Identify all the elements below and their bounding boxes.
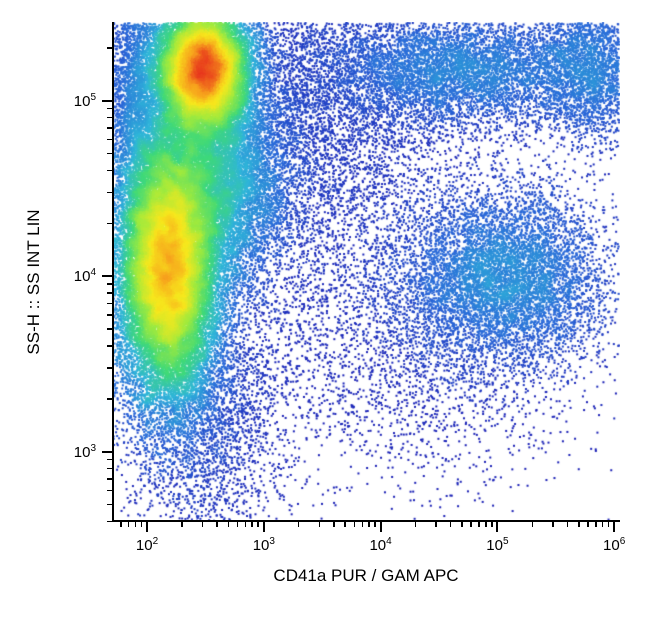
y-tick-minor: [107, 367, 112, 369]
x-tick-minor: [128, 522, 130, 527]
x-tick-minor: [181, 522, 183, 527]
x-tick-minor: [491, 522, 493, 527]
y-tick-minor: [107, 153, 112, 155]
x-tick-minor: [608, 522, 610, 527]
y-tick-minor: [107, 170, 112, 172]
flow-cytometry-figure: 102 103 104 105 106 103 104 105 CD41a PUR / GAM…: [0, 0, 650, 627]
y-tick-major: [102, 275, 112, 277]
y-axis-title: SS-H :: SS INT LIN: [24, 209, 44, 354]
x-tick-minor: [435, 522, 437, 527]
x-tick-minor: [485, 522, 487, 527]
y-tick-minor: [107, 292, 112, 294]
x-tick-minor: [374, 522, 376, 527]
x-tick-label: 103: [253, 536, 275, 554]
x-tick-minor: [319, 522, 321, 527]
x-tick-minor: [532, 522, 534, 527]
y-tick-minor: [107, 192, 112, 194]
x-tick-minor: [202, 522, 204, 527]
x-tick-minor: [552, 522, 554, 527]
y-tick-minor: [107, 108, 112, 110]
x-tick-minor: [602, 522, 604, 527]
y-tick-minor: [107, 328, 112, 330]
y-tick-minor: [107, 459, 112, 461]
x-tick-minor: [298, 522, 300, 527]
y-tick-minor: [107, 521, 112, 523]
x-tick-minor: [257, 522, 259, 527]
y-tick-major: [102, 451, 112, 453]
x-tick-minor: [595, 522, 597, 527]
x-tick-label: 102: [136, 536, 158, 554]
x-tick-label: 104: [369, 536, 391, 554]
x-tick-minor: [344, 522, 346, 527]
x-tick-minor: [333, 522, 335, 527]
x-tick-minor: [228, 522, 230, 527]
x-tick-major: [496, 522, 498, 532]
x-tick-minor: [450, 522, 452, 527]
plot-area: [112, 22, 620, 522]
y-tick-major: [102, 100, 112, 102]
y-tick-minor: [107, 127, 112, 129]
x-tick-minor: [470, 522, 472, 527]
x-tick-minor: [461, 522, 463, 527]
y-tick-minor: [107, 223, 112, 225]
density-scatter-canvas: [112, 22, 620, 522]
x-tick-minor: [478, 522, 480, 527]
x-tick-major: [613, 522, 615, 532]
y-tick-minor: [107, 47, 112, 49]
x-tick-major: [146, 522, 148, 532]
y-tick-minor: [107, 490, 112, 492]
x-tick-minor: [251, 522, 253, 527]
x-tick-label: 106: [603, 536, 625, 554]
y-tick-minor: [107, 345, 112, 347]
x-tick-major: [380, 522, 382, 532]
x-tick-minor: [237, 522, 239, 527]
y-tick-label: 103: [74, 443, 96, 461]
x-tick-minor: [120, 522, 122, 527]
x-tick-major: [263, 522, 265, 532]
x-tick-minor: [135, 522, 137, 527]
y-tick-label: 105: [74, 92, 96, 110]
x-tick-minor: [567, 522, 569, 527]
y-tick-label: 104: [74, 267, 96, 285]
x-tick-minor: [578, 522, 580, 527]
x-tick-minor: [354, 522, 356, 527]
y-tick-minor: [107, 398, 112, 400]
x-tick-minor: [216, 522, 218, 527]
x-tick-minor: [415, 522, 417, 527]
x-tick-minor: [362, 522, 364, 527]
x-tick-minor: [141, 522, 143, 527]
y-axis-line: [112, 22, 114, 522]
x-tick-minor: [368, 522, 370, 527]
x-tick-label: 105: [486, 536, 508, 554]
y-tick-minor: [107, 303, 112, 305]
y-tick-minor: [107, 117, 112, 119]
y-tick-minor: [107, 314, 112, 316]
y-tick-minor: [107, 468, 112, 470]
y-tick-minor: [107, 504, 112, 506]
y-tick-minor: [107, 139, 112, 141]
y-tick-minor: [107, 478, 112, 480]
x-axis-line: [112, 520, 620, 522]
y-tick-minor: [107, 283, 112, 285]
x-tick-minor: [587, 522, 589, 527]
x-tick-minor: [245, 522, 247, 527]
x-axis-title: CD41a PUR / GAM APC: [273, 566, 458, 586]
